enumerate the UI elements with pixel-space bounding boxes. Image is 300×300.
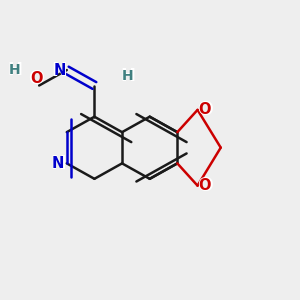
Text: N: N — [50, 154, 66, 173]
Text: O: O — [197, 100, 213, 119]
Text: O: O — [199, 178, 211, 193]
Text: H: H — [7, 61, 22, 79]
Text: O: O — [30, 70, 42, 86]
Text: O: O — [28, 69, 44, 88]
Text: N: N — [52, 156, 64, 171]
Text: N: N — [53, 62, 65, 77]
Text: O: O — [197, 176, 213, 195]
Text: H: H — [121, 67, 136, 85]
Text: H: H — [9, 63, 21, 77]
Text: H: H — [122, 69, 134, 83]
Text: O: O — [199, 102, 211, 117]
Text: N: N — [52, 61, 67, 80]
